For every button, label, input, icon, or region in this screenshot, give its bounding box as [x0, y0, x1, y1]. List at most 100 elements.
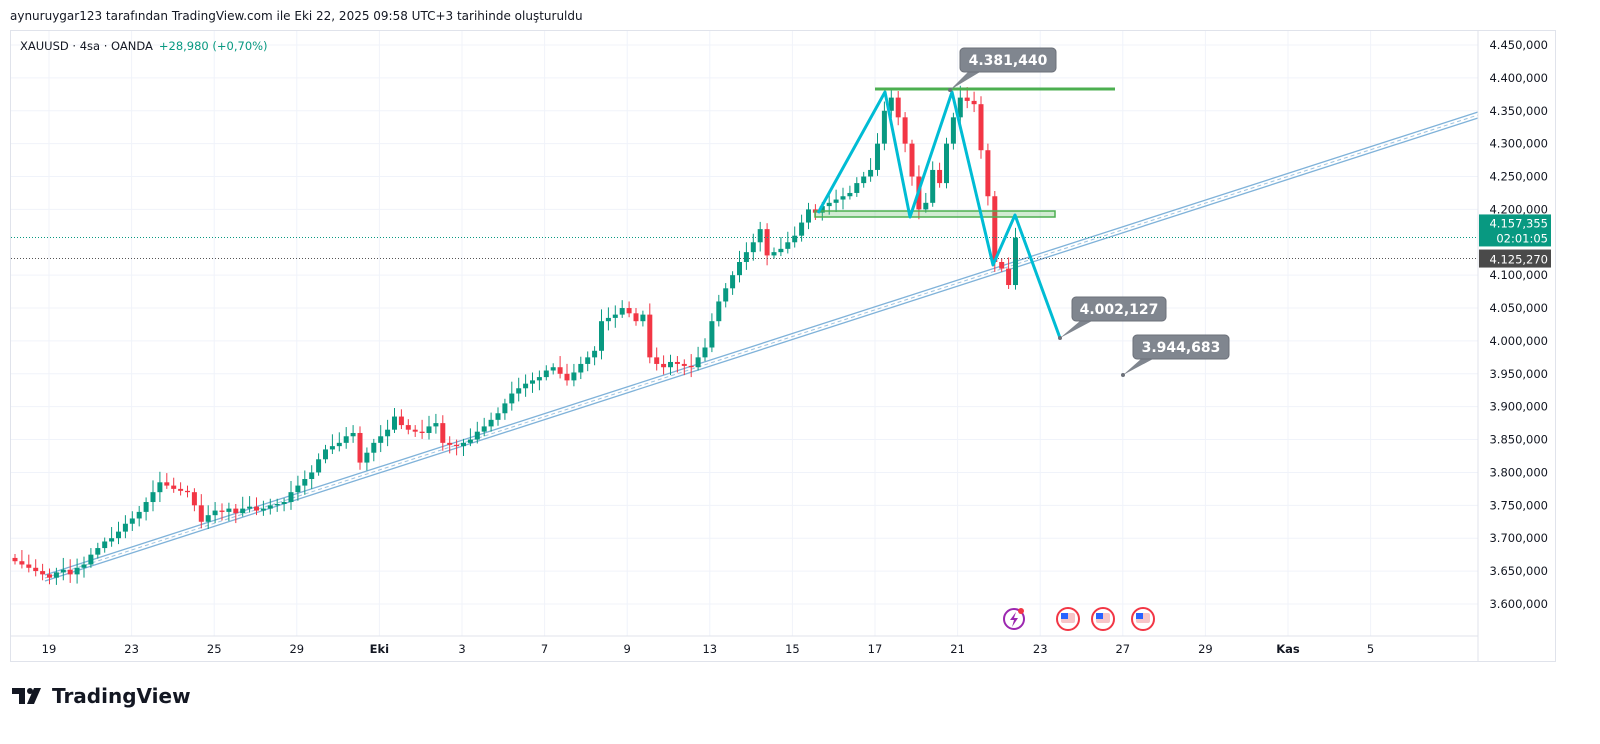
- candle-body: [26, 564, 32, 568]
- candle-body: [60, 569, 66, 573]
- candle-body: [495, 413, 501, 420]
- lightning-glyph: [1010, 612, 1018, 627]
- candle-body: [888, 97, 894, 111]
- candle-body: [260, 508, 266, 511]
- candle-body: [509, 393, 515, 404]
- prev-close-label: 4.125,270: [1489, 253, 1548, 267]
- candle-body: [329, 446, 335, 450]
- y-tick-label: 4.050,000: [1489, 301, 1548, 315]
- callout-pointer: [1060, 321, 1092, 338]
- candle-body: [164, 482, 170, 486]
- candle-body: [674, 361, 680, 364]
- y-tick-label: 3.850,000: [1489, 433, 1548, 447]
- candle-body: [212, 510, 218, 516]
- y-tick-label: 4.000,000: [1489, 334, 1548, 348]
- x-tick-label: 29: [289, 642, 304, 656]
- x-tick-label: 3: [458, 642, 465, 656]
- x-tick-label: 23: [124, 642, 139, 656]
- candle-body: [661, 363, 667, 368]
- candle-body: [102, 541, 108, 549]
- y-tick-label: 4.400,000: [1489, 71, 1548, 85]
- candle-body: [426, 426, 432, 433]
- candle-body: [868, 169, 874, 177]
- candle-body: [309, 472, 315, 480]
- candle-body: [923, 202, 929, 210]
- current-price-badge: [1479, 214, 1551, 247]
- candle-body: [895, 97, 901, 118]
- candle-body: [847, 192, 853, 197]
- candle-body: [47, 574, 52, 578]
- candle-body: [364, 452, 370, 463]
- candle-body: [571, 372, 577, 381]
- candle-body: [771, 252, 777, 256]
- candle-body: [592, 350, 598, 358]
- flag-canton: [1096, 613, 1103, 619]
- candle-body: [481, 426, 487, 432]
- candle-body: [605, 317, 611, 322]
- candle-body: [19, 561, 25, 565]
- candle-body: [316, 459, 322, 473]
- candle-body: [902, 117, 908, 144]
- candle-body: [392, 416, 397, 430]
- candle-body: [205, 515, 211, 522]
- candle-body: [198, 505, 204, 522]
- candle-body: [999, 262, 1005, 269]
- candle-body: [695, 357, 701, 368]
- candle-body: [288, 492, 294, 503]
- candle-body: [254, 506, 259, 511]
- candle-body: [681, 363, 687, 366]
- candle-body: [737, 262, 742, 276]
- candle-body: [185, 490, 190, 493]
- tradingview-logo[interactable]: TradingView: [12, 684, 191, 708]
- callout-anchor: [948, 88, 952, 92]
- candle-body: [191, 492, 197, 506]
- y-tick-label: 4.450,000: [1489, 38, 1548, 52]
- candle-body: [33, 567, 39, 572]
- candle-body: [799, 222, 805, 236]
- candle-body: [950, 117, 956, 144]
- candle-body: [233, 508, 239, 514]
- candle-body: [971, 100, 977, 105]
- callout-box: [1132, 334, 1230, 360]
- candle-body: [109, 538, 115, 542]
- candle-body: [778, 248, 784, 253]
- candle-body: [668, 361, 673, 368]
- x-tick-label: 21: [950, 642, 965, 656]
- symbol-name[interactable]: XAUUSD · 4sa · OANDA: [20, 39, 153, 53]
- y-tick-label: 4.250,000: [1489, 170, 1548, 184]
- candle-body: [502, 403, 508, 414]
- candle-body: [143, 502, 149, 512]
- x-tick-label: 25: [207, 642, 222, 656]
- candle-body: [385, 429, 391, 437]
- x-tick-label: 17: [868, 642, 883, 656]
- candle-body: [709, 321, 715, 348]
- candle-body: [978, 104, 984, 151]
- candle-body: [619, 308, 625, 315]
- x-tick-label: 19: [42, 642, 57, 656]
- y-tick-label: 4.350,000: [1489, 104, 1548, 118]
- candle-body: [806, 209, 811, 223]
- trendline-edge: [44, 111, 1479, 576]
- candle-body: [985, 150, 991, 197]
- candle-body: [336, 442, 342, 447]
- candle-body: [819, 206, 825, 213]
- candle-body: [274, 504, 280, 506]
- candle-body: [523, 383, 529, 389]
- candle-body: [171, 485, 177, 489]
- candle-body: [792, 235, 798, 243]
- callout-anchor: [1121, 373, 1125, 377]
- candle-body: [247, 506, 253, 509]
- callout-label: 3.944,683: [1142, 340, 1221, 356]
- y-tick-label: 3.650,000: [1489, 564, 1548, 578]
- candle-body: [378, 436, 384, 443]
- attribution: aynuruygar123 tarafından TradingView.com…: [10, 9, 583, 23]
- candle-body: [95, 548, 101, 555]
- x-tick-label: 27: [1115, 642, 1130, 656]
- candle-body: [585, 357, 591, 364]
- candle-body: [122, 523, 128, 532]
- candle-body: [267, 505, 273, 509]
- candle-body: [640, 314, 646, 322]
- x-tick-label: 7: [541, 642, 548, 656]
- x-tick-label: 9: [624, 642, 631, 656]
